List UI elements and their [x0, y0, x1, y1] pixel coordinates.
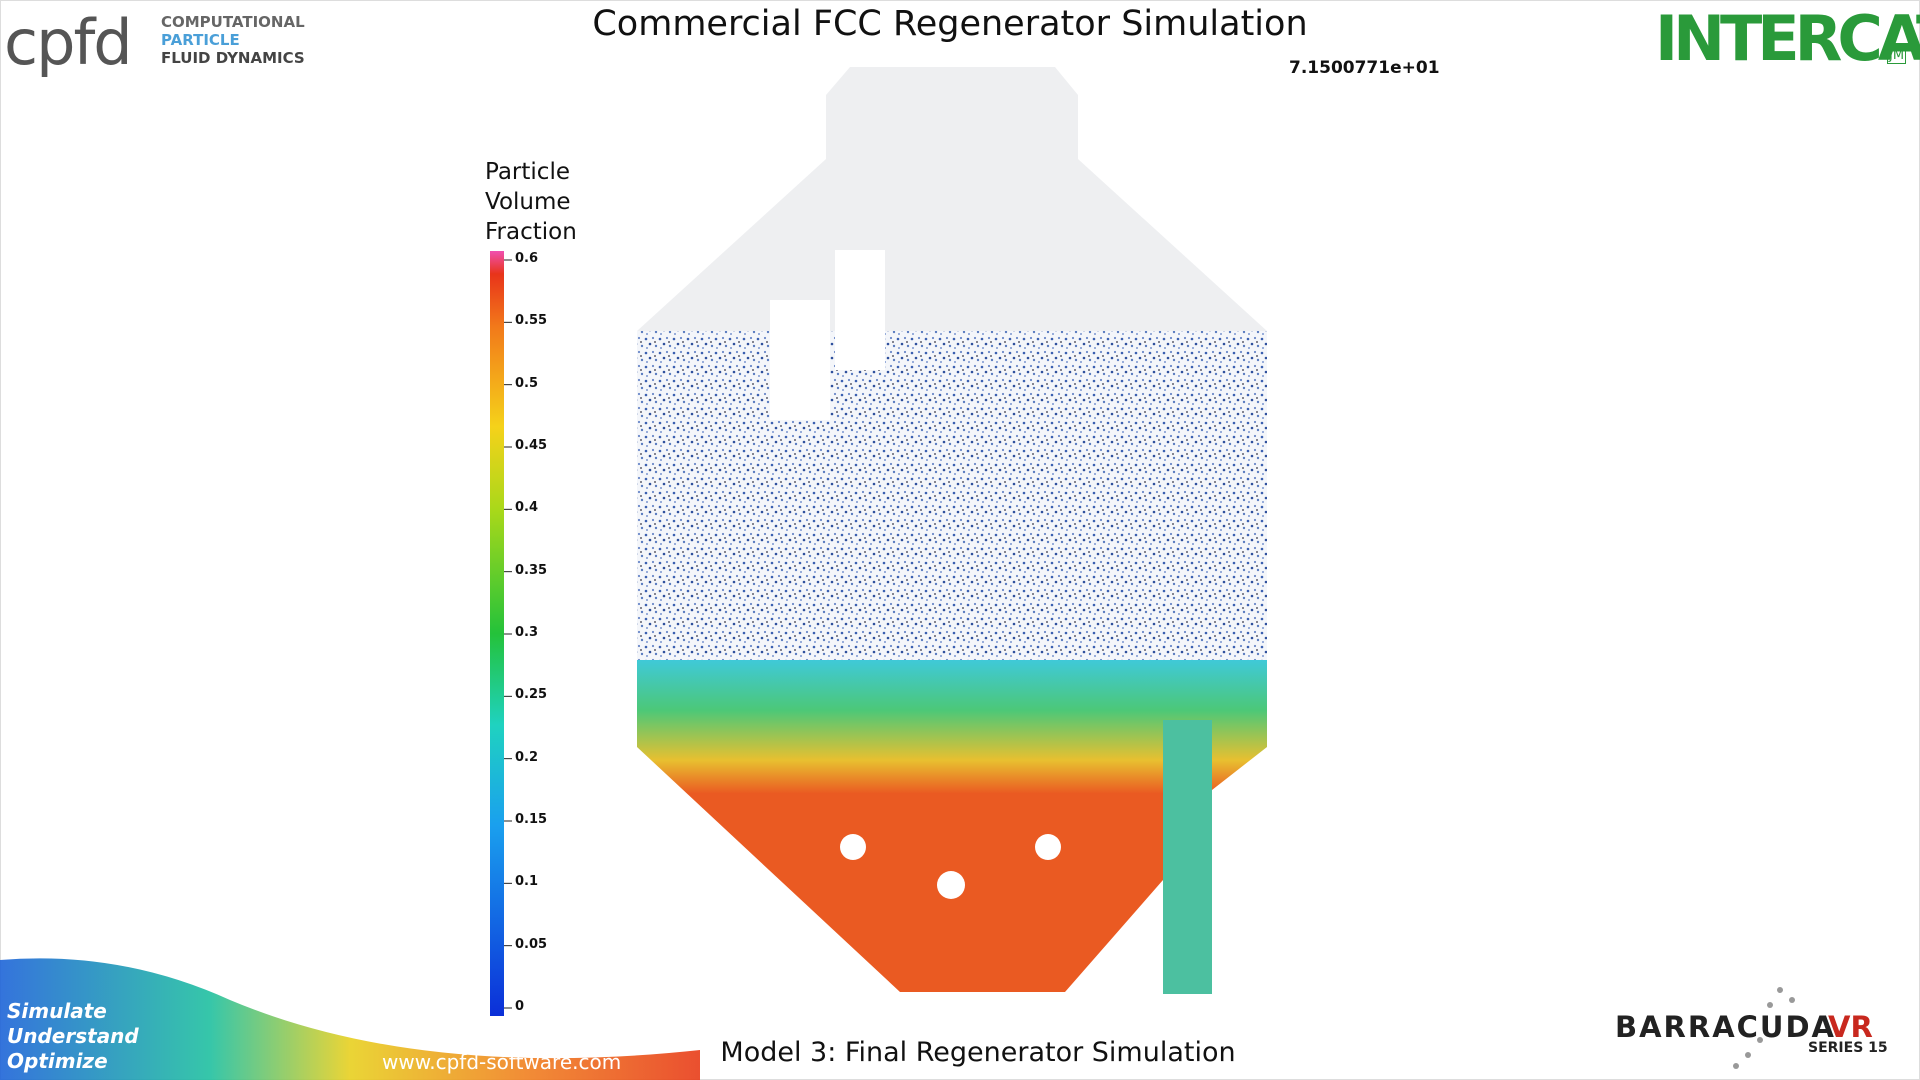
tick-label: 0.6 — [515, 251, 539, 266]
colorbar-ticks — [504, 259, 512, 1009]
jm-badge: JM — [1887, 47, 1907, 64]
nozzle — [1035, 834, 1061, 860]
tick-label: 0.2 — [515, 749, 539, 765]
cyclone — [835, 250, 885, 370]
nozzle — [937, 871, 965, 899]
tick-label: 0.55 — [515, 313, 548, 329]
barracuda-logo: BARRACUDA — [1615, 1010, 1836, 1044]
colorbar-title-line: Particle — [485, 159, 570, 185]
tick-label: 0.4 — [515, 500, 539, 516]
logo-line: PARTICLE — [161, 31, 240, 49]
tick-label: 0.3 — [515, 625, 539, 640]
tick-label: 0.5 — [515, 375, 539, 391]
cpfd-logo: cpfd — [4, 6, 133, 79]
dense-bed — [637, 660, 1267, 994]
timestamp: 7.1500771e+01 — [1289, 58, 1440, 78]
swoosh — [0, 958, 700, 1080]
tick-label: 0.35 — [515, 562, 548, 578]
barracuda-series: SERIES 15 — [1808, 1040, 1888, 1056]
dilute-phase — [637, 331, 1267, 660]
logo-line: FLUID DYNAMICS — [161, 49, 305, 67]
tick-label: 0.45 — [515, 438, 548, 453]
colorbar-title-line: Volume — [485, 189, 571, 215]
tagline-line: Understand — [7, 1024, 139, 1048]
caption: Model 3: Final Regenerator Simulation — [720, 1037, 1236, 1068]
logo-line: COMPUTATIONAL — [161, 13, 305, 31]
tick-label: 0.05 — [515, 936, 548, 952]
tick-label: 0.15 — [515, 812, 548, 827]
nozzle — [840, 834, 866, 860]
tick-label: 0 — [515, 999, 525, 1014]
tick-label: 0.25 — [515, 687, 548, 703]
tagline-line: Optimize — [7, 1049, 108, 1073]
tagline: Simulate Understand Optimize — [7, 999, 139, 1074]
dipleg — [1163, 720, 1212, 994]
tick-label: 0.1 — [515, 874, 539, 890]
cyclone — [770, 300, 830, 420]
colorbar — [490, 251, 504, 1016]
intercat-logo: INTERCAT — [1655, 2, 1920, 75]
url: www.cpfd-software.com — [382, 1050, 622, 1074]
colorbar-title-line: Fraction — [485, 219, 577, 245]
barracuda-vr: VR — [1828, 1010, 1873, 1044]
colorbar-title: Particle Volume Fraction — [485, 157, 577, 247]
barracuda-dots — [1733, 987, 1795, 1069]
title: Commercial FCC Regenerator Simulation — [592, 4, 1308, 44]
vessel-dome — [637, 67, 1267, 331]
tagline-line: Simulate — [7, 999, 107, 1023]
